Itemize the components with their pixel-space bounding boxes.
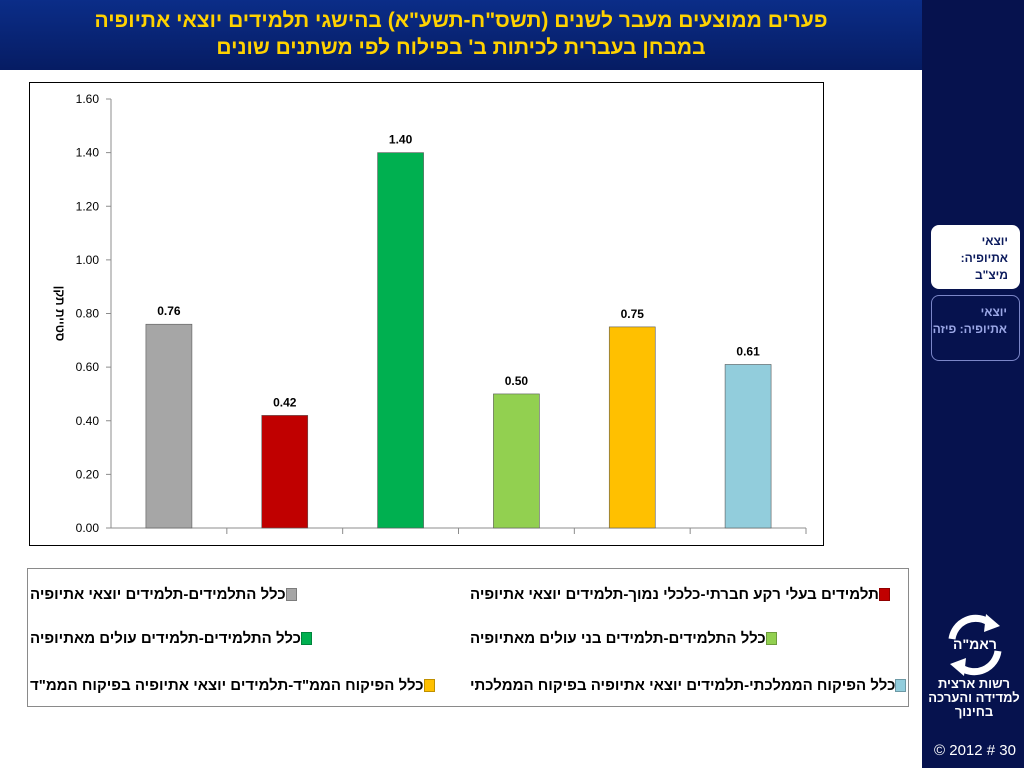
bar (145, 323, 193, 529)
legend-swatch (878, 587, 890, 601)
y-tick-label: 1.60 (76, 92, 100, 106)
data-label: 0.42 (273, 395, 297, 409)
legend-label: כלל התלמידים-תלמידים עולים מאתיופיה (30, 629, 301, 647)
y-tick-label: 1.40 (76, 146, 100, 160)
slide-title: פערים ממוצעים מעבר לשנים (תשס"ח-תשע"א) ב… (0, 0, 922, 70)
nav-button-mitzav[interactable]: יוצאי אתיופיה: מיצ"ב (931, 225, 1020, 289)
legend-label: תלמידים בעלי רקע חברתי-כלכלי נמוך-תלמידי… (470, 585, 879, 603)
legend-item: תלמידים בעלי רקע חברתי-כלכלי נמוך-תלמידי… (470, 584, 906, 604)
legend-label: כלל התלמידים-תלמידים יוצאי אתיופיה (30, 585, 286, 603)
legend-swatch (895, 678, 907, 692)
bar (493, 393, 540, 529)
legend-label: כלל הפיקוח הממ"ד-תלמידים יוצאי אתיופיה ב… (30, 676, 424, 694)
nav-button-label: יוצאי אתיופיה: מיצ"ב (960, 234, 1008, 282)
org-name: רשות ארצית למדידה והערכה בחינוך (928, 676, 1020, 719)
y-tick-label: 0.80 (76, 307, 100, 321)
legend-item: כלל הפיקוח הממ"ד-תלמידים יוצאי אתיופיה ב… (30, 675, 466, 695)
nav-button-label: יוצאי אתיופיה: פיזה (932, 305, 1007, 336)
rama-logo: ראמ"ה (948, 614, 1002, 676)
y-tick-label: 1.00 (76, 253, 100, 267)
slide-number: © 2012 # 30 (934, 742, 1016, 759)
legend-swatch (300, 631, 312, 645)
chart-legend: תלמידים בעלי רקע חברתי-כלכלי נמוך-תלמידי… (27, 568, 909, 707)
title-line-1: פערים ממוצעים מעבר לשנים (תשס"ח-תשע"א) ב… (94, 9, 828, 32)
y-tick-label: 0.00 (76, 521, 100, 535)
legend-item: כלל התלמידים-תלמידים עולים מאתיופיה (30, 628, 466, 648)
data-label: 0.61 (736, 344, 760, 358)
legend-swatch (765, 631, 777, 645)
y-tick-label: 1.20 (76, 199, 100, 213)
legend-item: כלל הפיקוח הממלכתי-תלמידים יוצאי אתיופיה… (470, 675, 907, 695)
data-label: 0.75 (621, 307, 645, 321)
y-tick-label: 0.40 (76, 414, 100, 428)
title-line-2: במבחן בעברית לכיתות ב' בפילוח לפי משתנים… (216, 36, 706, 59)
legend-label: כלל הפיקוח הממלכתי-תלמידים יוצאי אתיופיה… (470, 676, 896, 694)
bar (261, 415, 309, 529)
bar (377, 152, 424, 529)
chart-area: 0.00 0.20 0.40 0.60 0.80 1.00 1.20 1.40 1.60 סטיי… (29, 82, 824, 546)
legend-swatch (423, 678, 435, 692)
y-tick-label: 0.60 (76, 360, 100, 374)
legend-label: כלל התלמידים-תלמידים בני עולים מאתיופיה (470, 629, 766, 647)
data-label: 0.50 (505, 374, 529, 388)
nav-button-pisa[interactable]: יוצאי אתיופיה: פיזה (931, 295, 1020, 361)
y-tick-label: 0.20 (76, 467, 100, 481)
side-panel: יוצאי אתיופיה: מיצ"ב יוצאי אתיופיה: פיזה… (922, 0, 1024, 768)
bar (724, 364, 772, 529)
legend-swatch (285, 587, 297, 601)
data-label: 1.40 (389, 133, 413, 147)
y-axis-title: סטיית תקן (53, 286, 67, 341)
legend-item: כלל התלמידים-תלמידים יוצאי אתיופיה (30, 584, 466, 604)
bar-chart: 0.00 0.20 0.40 0.60 0.80 1.00 1.20 1.40 1.60 סטיי… (53, 92, 807, 535)
data-label: 0.76 (157, 304, 181, 318)
legend-item: כלל התלמידים-תלמידים בני עולים מאתיופיה (470, 628, 906, 648)
bar (608, 326, 656, 529)
logo-text: ראמ"ה (953, 636, 997, 652)
